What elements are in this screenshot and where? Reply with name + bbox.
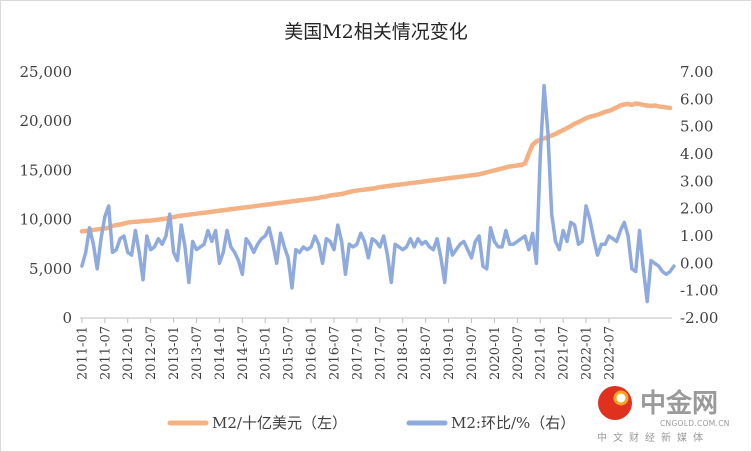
x-tick-label: 2021-07 [557,326,572,380]
x-tick-label: 2014-01 [213,326,228,380]
x-tick-label: 2012-01 [121,326,136,380]
x-tick-label: 2016-01 [305,326,320,380]
x-tick-label: 2013-01 [167,326,182,380]
left-axis-ticks: 0 5,000 10,000 15,000 20,000 25,000 [20,63,73,327]
series-line-m2-mom [80,83,676,304]
right-tick-label: 1.00 [680,227,713,245]
logo-mark-icon [598,386,632,420]
x-tick-label: 2011-01 [75,326,90,380]
left-tick-label: 25,000 [20,63,73,81]
x-tick-label: 2022-01 [580,326,595,380]
watermark-logo-text: 中金网 [640,388,718,419]
logo-mark-inner [613,390,629,406]
right-tick-label: 7.00 [680,63,713,81]
legend-label-m2-mom: M2:环比/%（右） [451,414,575,432]
x-tick-label: 2020-07 [511,326,526,380]
right-tick-label: 5.00 [680,118,713,136]
x-tick-label: 2015-07 [282,326,297,380]
x-tick-label: 2018-01 [396,326,411,380]
right-axis-ticks: -2.00 -1.00 0.00 1.00 2.00 3.00 4.00 5.00 6.00 7.… [680,63,718,327]
left-tick-label: 0 [62,309,72,327]
left-tick-label: 20,000 [20,112,73,130]
legend-label-m2: M2/十亿美元（左） [212,414,347,432]
x-tick-label: 2012-07 [144,326,159,380]
x-tick-label: 2017-07 [373,326,388,380]
right-tick-label: 4.00 [680,145,713,163]
right-tick-label: -1.00 [680,282,718,300]
x-tick-label: 2022-07 [602,326,617,380]
series-line-m2 [79,101,673,234]
x-tick-label: 2016-07 [327,326,342,380]
x-tick-label: 2011-07 [98,326,113,380]
x-tick-label: 2020-01 [488,326,503,380]
legend: M2/十亿美元（左） M2:环比/%（右） [167,414,575,432]
left-tick-label: 10,000 [20,211,73,229]
right-tick-label: -2.00 [680,309,718,327]
watermark-url: CNGOLD.COM.CN [660,419,730,428]
x-axis-ticks: 2011-01 2011-07 2012-01 2012-07 2013-01 2013-… [75,318,617,380]
x-tick-label: 2018-07 [419,326,434,380]
left-tick-label: 15,000 [20,161,73,179]
right-tick-label: 0.00 [680,254,713,272]
x-tick-label: 2019-01 [442,326,457,380]
chart-title: 美国M2相关情况变化 [284,21,468,43]
x-tick-label: 2015-01 [259,326,274,380]
series-group [79,83,676,304]
left-tick-label: 5,000 [29,260,72,278]
x-tick-label: 2014-07 [236,326,251,380]
x-tick-label: 2021-01 [534,326,549,380]
right-tick-label: 2.00 [680,200,713,218]
watermark-tagline: 中文财经新媒体 [597,431,709,444]
right-tick-label: 3.00 [680,172,713,190]
watermark: 中金网 CNGOLD.COM.CN 中文财经新媒体 [597,386,730,444]
x-tick-label: 2019-07 [465,326,480,380]
x-tick-label: 2013-07 [190,326,205,380]
right-tick-label: 6.00 [680,90,713,108]
x-tick-label: 2017-01 [350,326,365,380]
